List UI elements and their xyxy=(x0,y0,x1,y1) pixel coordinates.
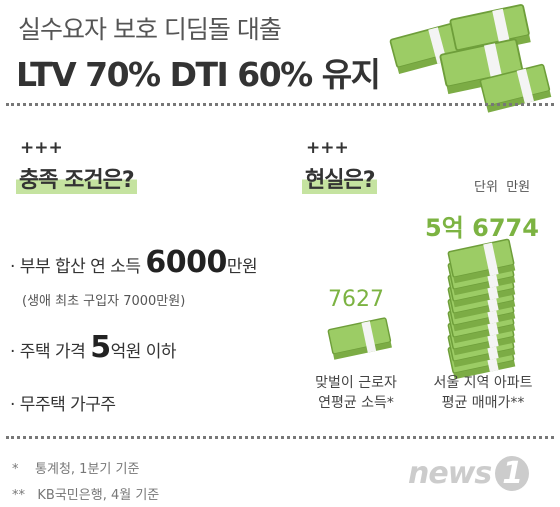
caption-line: 맞벌이 근로자 xyxy=(315,375,397,391)
title-line1: 실수요자 보호 디딤돌 대출 xyxy=(18,15,282,44)
heading: 현실은? xyxy=(302,162,378,194)
footnote-mark: ** xyxy=(12,488,25,503)
condition: · 무주택 가구주 xyxy=(10,390,116,415)
money-top xyxy=(389,3,553,114)
money-stack xyxy=(447,238,517,381)
unit: 단위 만원 xyxy=(474,176,530,195)
unit-label: 단위 xyxy=(474,180,498,195)
money-small xyxy=(327,317,393,361)
footnote: * 통계청, 1분기 기준 xyxy=(12,458,139,477)
text: 억원 이하 xyxy=(110,342,177,362)
text: · 무주택 가구주 xyxy=(10,395,116,415)
footnote-text: KB국민은행, 4월 기준 xyxy=(37,488,160,503)
logo-number: 1 xyxy=(495,456,530,491)
condition: · 주택 가격 5억원 이하 xyxy=(10,330,177,365)
highlight: 6000 xyxy=(145,245,227,280)
caption: 서울 지역 아파트 평균 매매가** xyxy=(418,373,548,413)
caption-line: 서울 지역 아파트 xyxy=(433,375,533,391)
logo: news 1 xyxy=(408,456,530,491)
condition: · 부부 합산 연 소득 6000만원 xyxy=(10,245,258,280)
text: · 부부 합산 연 소득 xyxy=(10,257,141,277)
footnote-text: 통계청, 1분기 기준 xyxy=(35,462,140,477)
footnote-mark: * xyxy=(12,462,19,477)
marker: +++ xyxy=(306,138,349,158)
note: (생애 최초 구입자 7000만원) xyxy=(22,294,186,309)
caption: 맞벌이 근로자 연평균 소득* xyxy=(296,373,416,413)
marker: +++ xyxy=(20,138,63,158)
text: · 주택 가격 xyxy=(10,342,86,362)
caption-line: 평균 매매가** xyxy=(441,395,525,411)
value: 7627 xyxy=(328,287,384,312)
title-line2: LTV 70% DTI 60% 유지 xyxy=(16,55,381,94)
unit-value: 만원 xyxy=(506,180,531,195)
heading: 충족 조건은? xyxy=(16,162,137,194)
divider xyxy=(6,103,554,106)
text: 만원 xyxy=(226,257,258,277)
highlight: 5 xyxy=(90,330,111,365)
caption-line: 연평균 소득* xyxy=(318,395,394,411)
footnote: ** KB국민은행, 4월 기준 xyxy=(12,484,159,503)
value: 5억 6774 xyxy=(425,214,539,242)
divider xyxy=(6,436,554,439)
logo-word: news xyxy=(408,456,492,491)
